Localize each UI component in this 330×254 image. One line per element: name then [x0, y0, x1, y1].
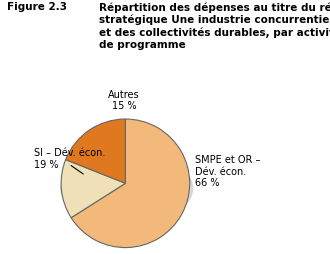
- Text: SMPE et OR –
Dév. écon.
66 %: SMPE et OR – Dév. écon. 66 %: [195, 155, 260, 188]
- Ellipse shape: [61, 152, 193, 225]
- Text: SI – Dév. écon.
19 %: SI – Dév. écon. 19 %: [34, 148, 106, 170]
- Text: Autres
15 %: Autres 15 %: [108, 90, 140, 111]
- Text: Figure 2.3: Figure 2.3: [7, 2, 67, 12]
- Wedge shape: [71, 119, 190, 248]
- Wedge shape: [61, 160, 125, 218]
- Wedge shape: [66, 119, 125, 183]
- Text: Répartition des dépenses au titre du résultat
stratégique Une industrie concurre: Répartition des dépenses au titre du rés…: [99, 2, 330, 50]
